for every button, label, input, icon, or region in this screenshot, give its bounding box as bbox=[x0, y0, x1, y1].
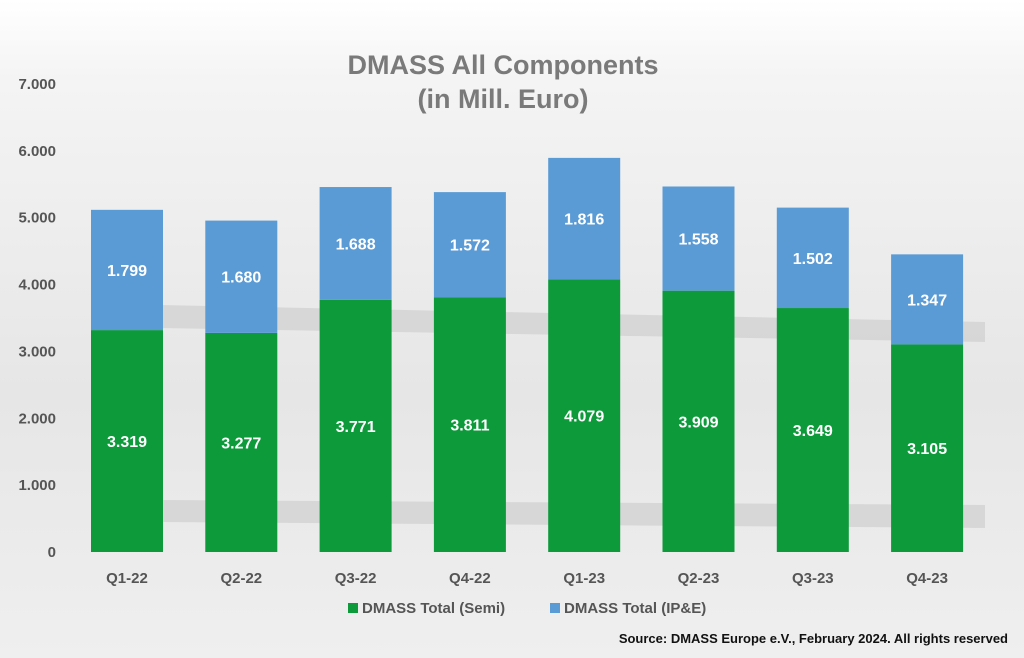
x-tick-label: Q2-22 bbox=[220, 570, 262, 587]
x-tick-label: Q4-22 bbox=[449, 570, 491, 587]
x-tick-label: Q4-23 bbox=[906, 570, 948, 587]
bar-ipe bbox=[891, 254, 964, 345]
legend-swatch-semi bbox=[348, 603, 358, 613]
bar-semi bbox=[662, 290, 735, 552]
bar-ipe bbox=[776, 207, 849, 309]
x-tick-label: Q1-23 bbox=[563, 570, 605, 587]
bar-ipe bbox=[91, 209, 163, 331]
bar-semi bbox=[319, 299, 392, 552]
data-label-semi: 3.771 bbox=[336, 419, 376, 436]
x-tick-label: Q2-23 bbox=[678, 570, 720, 587]
y-tick-label: 0 bbox=[48, 544, 56, 561]
y-tick-label: 3.000 bbox=[18, 343, 56, 360]
x-tick-label: Q3-23 bbox=[792, 570, 834, 587]
source-note: Source: DMASS Europe e.V., February 2024… bbox=[619, 631, 1008, 646]
bar-ipe bbox=[548, 157, 621, 280]
chart-title-line-2: (in Mill. Euro) bbox=[418, 84, 589, 114]
data-label-semi: 3.649 bbox=[793, 423, 833, 440]
data-label-ipe: 1.558 bbox=[678, 232, 718, 249]
legend-swatch-ipe bbox=[550, 603, 560, 613]
chart-title-line-1: DMASS All Components bbox=[347, 50, 658, 80]
data-label-semi: 4.079 bbox=[564, 409, 604, 426]
data-label-ipe: 1.347 bbox=[907, 292, 947, 309]
y-axis: 0 1.000 2.000 3.000 4.000 5.000 6.000 7.000 bbox=[18, 76, 56, 561]
x-tick-label: Q1-22 bbox=[106, 570, 148, 587]
bar-semi bbox=[205, 332, 278, 552]
data-label-semi: 3.277 bbox=[221, 435, 261, 452]
legend-label-semi: DMASS Total (Semi) bbox=[362, 600, 505, 617]
x-axis: Q1-22 Q2-22 Q3-22 Q4-22 Q1-23 Q2-23 Q3-23 Q4-23 bbox=[106, 570, 948, 587]
data-label-ipe: 1.816 bbox=[564, 212, 604, 229]
data-label-semi: 3.105 bbox=[907, 441, 947, 458]
y-tick-label: 6.000 bbox=[18, 143, 56, 160]
bar-semi bbox=[548, 279, 621, 552]
bar-ipe bbox=[433, 192, 506, 298]
legend-label-ipe: DMASS Total (IP&E) bbox=[564, 600, 706, 617]
data-label-ipe: 1.688 bbox=[336, 236, 376, 253]
bar-semi bbox=[91, 330, 163, 552]
data-label-ipe: 1.572 bbox=[450, 238, 490, 255]
x-tick-label: Q3-22 bbox=[335, 570, 377, 587]
y-tick-label: 4.000 bbox=[18, 277, 56, 294]
data-label-ipe: 1.502 bbox=[793, 251, 833, 268]
y-tick-label: 7.000 bbox=[18, 76, 56, 93]
data-label-ipe: 1.680 bbox=[221, 270, 261, 287]
y-tick-label: 5.000 bbox=[18, 210, 56, 227]
y-tick-label: 2.000 bbox=[18, 410, 56, 427]
legend: DMASS Total (Semi) DMASS Total (IP&E) bbox=[348, 600, 706, 617]
bars: 3.319 1.799 3.277 1.680 3.771 1.688 3.811 1.572… bbox=[91, 157, 964, 552]
bar-ipe bbox=[205, 220, 278, 333]
data-label-semi: 3.319 bbox=[107, 434, 147, 451]
bar-semi bbox=[776, 308, 849, 552]
bar-ipe bbox=[319, 187, 392, 300]
bar-ipe bbox=[662, 186, 735, 291]
data-label-ipe: 1.799 bbox=[107, 263, 147, 280]
data-label-semi: 3.811 bbox=[450, 418, 489, 435]
bar-semi bbox=[891, 344, 964, 552]
y-tick-label: 1.000 bbox=[18, 477, 56, 494]
data-label-semi: 3.909 bbox=[678, 414, 718, 431]
bar-semi bbox=[433, 297, 506, 552]
